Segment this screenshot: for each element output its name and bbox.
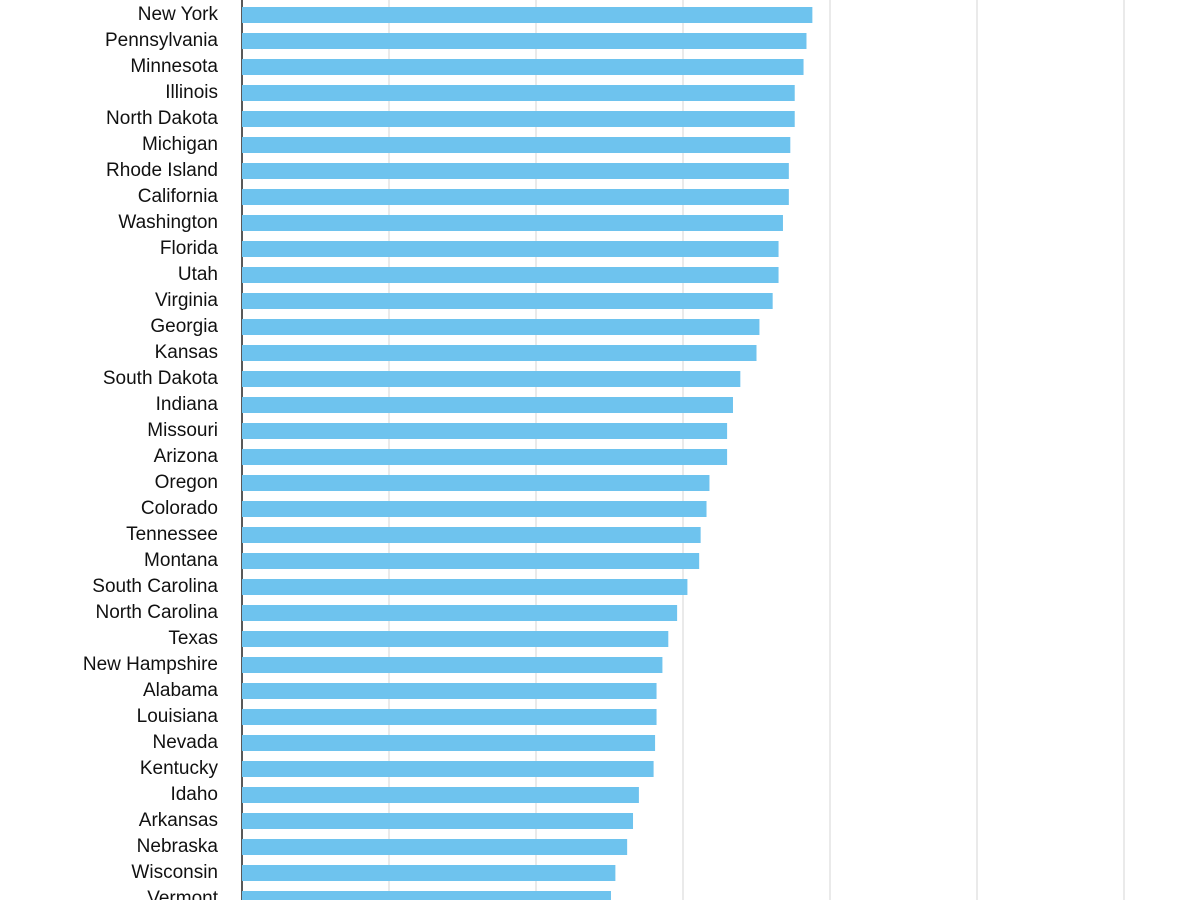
y-tick-label: California — [138, 186, 219, 207]
bar — [242, 657, 663, 673]
bar — [242, 371, 741, 387]
y-tick-label: Indiana — [156, 394, 219, 415]
bar — [242, 59, 804, 75]
y-tick-label: Illinois — [165, 82, 218, 103]
y-tick-label: Vermont — [147, 888, 218, 900]
bar — [242, 709, 657, 725]
y-tick-label: Washington — [118, 212, 218, 233]
bar — [242, 85, 795, 101]
bar — [242, 839, 628, 855]
y-tick-label: Rhode Island — [106, 160, 218, 181]
bar — [242, 449, 728, 465]
y-tick-label: Nebraska — [137, 836, 219, 857]
bar — [242, 345, 757, 361]
y-tick-label: New Hampshire — [83, 654, 218, 675]
bar — [242, 7, 813, 23]
bar — [242, 111, 795, 127]
bar — [242, 319, 760, 335]
bar — [242, 553, 700, 569]
bar — [242, 891, 611, 900]
bar — [242, 475, 710, 491]
bar — [242, 735, 656, 751]
bar — [242, 163, 789, 179]
y-tick-label: Colorado — [141, 498, 218, 519]
y-tick-label: Georgia — [150, 316, 218, 337]
y-tick-label: Alabama — [143, 680, 218, 701]
y-tick-label: Minnesota — [130, 56, 218, 77]
y-tick-label: Texas — [168, 628, 218, 649]
y-tick-label: Tennessee — [126, 524, 218, 545]
bar — [242, 137, 791, 153]
bar — [242, 631, 669, 647]
y-tick-label: Utah — [178, 264, 218, 285]
y-tick-label: South Carolina — [92, 576, 218, 597]
y-tick-label: Wisconsin — [131, 862, 218, 883]
y-tick-label: Louisiana — [137, 706, 219, 727]
y-tick-label: Oregon — [155, 472, 218, 493]
bar — [242, 241, 779, 257]
bar — [242, 813, 634, 829]
bar — [242, 683, 657, 699]
bar — [242, 787, 639, 803]
bar — [242, 189, 789, 205]
y-tick-label: North Carolina — [96, 602, 219, 623]
bar — [242, 605, 678, 621]
bar — [242, 423, 728, 439]
y-tick-label: Michigan — [142, 134, 218, 155]
bar — [242, 293, 773, 309]
y-tick-label: Kentucky — [140, 758, 219, 779]
bar — [242, 579, 688, 595]
y-tick-label: Idaho — [170, 784, 218, 805]
bar — [242, 501, 707, 517]
bar — [242, 267, 779, 283]
y-tick-label: North Dakota — [106, 108, 218, 129]
bar — [242, 397, 733, 413]
bar — [242, 761, 654, 777]
y-tick-label: Missouri — [147, 420, 218, 441]
y-tick-label: Arizona — [154, 446, 219, 467]
bar — [242, 215, 783, 231]
bar — [242, 33, 807, 49]
bar — [242, 527, 701, 543]
y-tick-label: Florida — [160, 238, 219, 259]
y-tick-label: Pennsylvania — [105, 30, 218, 51]
y-tick-label: South Dakota — [103, 368, 219, 389]
y-tick-label: Nevada — [153, 732, 219, 753]
y-tick-label: Montana — [144, 550, 218, 571]
bar — [242, 865, 616, 881]
y-tick-label: New York — [138, 4, 219, 25]
y-tick-label: Arkansas — [139, 810, 218, 831]
y-tick-label: Virginia — [155, 290, 218, 311]
y-tick-label: Kansas — [155, 342, 218, 363]
